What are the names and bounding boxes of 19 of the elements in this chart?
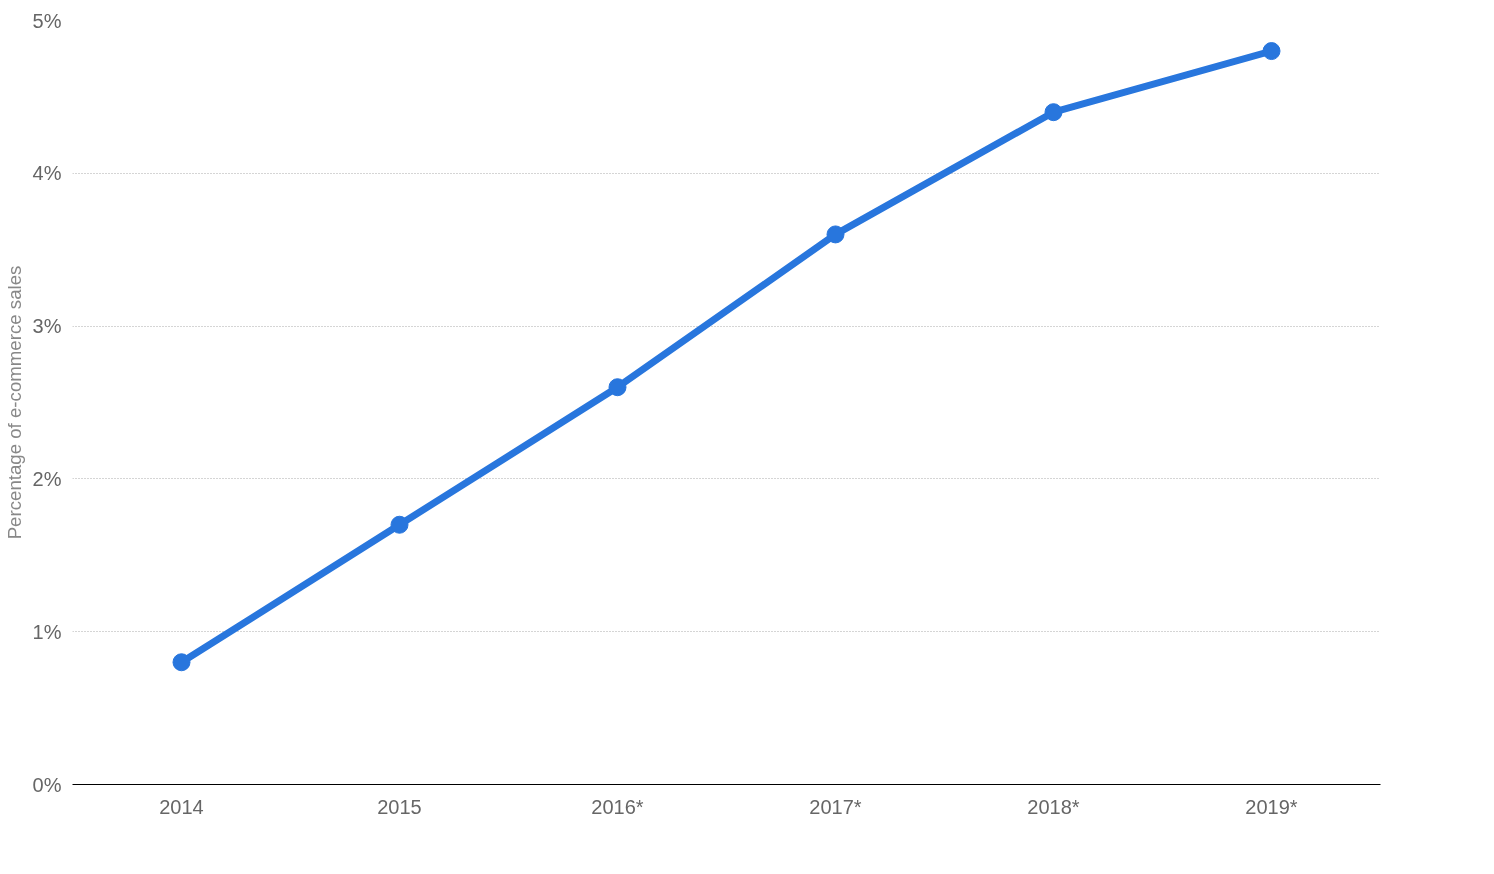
point — [390, 515, 409, 534]
x-tick-label: 2018* — [1027, 795, 1080, 818]
y-tick-label: 2% — [32, 467, 62, 490]
y-tick-label: 5% — [32, 9, 62, 32]
x-tick-label: 2015 — [377, 795, 422, 818]
y-tick-label: 4% — [32, 162, 62, 185]
point — [1262, 42, 1281, 61]
y-tick-label: 3% — [32, 315, 62, 338]
point — [826, 225, 845, 244]
y-tick-label: 1% — [32, 620, 62, 643]
point — [172, 653, 191, 672]
x-tick-label: 2014 — [159, 795, 204, 818]
x-tick-label: 2019* — [1245, 795, 1298, 818]
y-tick-label: 0% — [32, 773, 62, 796]
x-tick-label: 2016* — [591, 795, 644, 818]
y-axis-title: Percentage of e-commerce sales — [3, 265, 25, 540]
x-tick-label: 2017* — [809, 795, 862, 818]
point — [608, 378, 627, 397]
point — [1044, 103, 1063, 122]
